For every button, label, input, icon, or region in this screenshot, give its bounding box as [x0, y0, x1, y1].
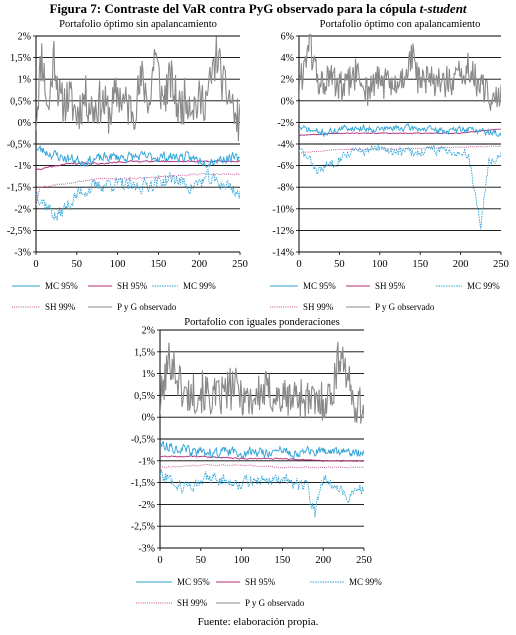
- y-tick-label: -3%: [14, 248, 31, 259]
- x-tick-label: 50: [72, 259, 83, 270]
- legend-label-mc99: MC 99%: [467, 281, 500, 291]
- y-tick-label: -12%: [272, 226, 294, 237]
- x-tick-label: 250: [232, 259, 248, 270]
- figure-title: Figura 7: Contraste del VaR contra PyG o…: [0, 1, 516, 17]
- legend: MC 95% SH 95% MC 99% SH 99% P y G observado: [136, 577, 382, 608]
- x-tick-label: 250: [356, 555, 372, 566]
- series-pyg: [299, 34, 501, 111]
- y-tick-label: 2%: [142, 326, 155, 337]
- figure-source: Fuente: elaboración propia.: [197, 616, 319, 628]
- y-tick-label: -14%: [272, 248, 294, 259]
- series-pyg: [36, 36, 240, 142]
- series-sh95: [299, 128, 501, 136]
- x-tick-label: 0: [33, 259, 38, 270]
- chart-title: Portafolio óptimo con apalancamiento: [320, 19, 481, 30]
- x-tick-label: 100: [234, 555, 250, 566]
- y-tick-label: -6%: [277, 161, 294, 172]
- y-tick-label: 0,5%: [10, 96, 31, 107]
- legend-label-mc95: MC 95%: [177, 577, 210, 587]
- y-tick-label: 6%: [281, 32, 294, 43]
- chart-sin-apalancamiento: Portafolio óptimo sin apalancamiento -3% -…: [7, 19, 248, 312]
- chart-title: Portafolio con iguales ponderaciones: [184, 317, 339, 328]
- figure-title-italic: t-student: [419, 1, 467, 16]
- chart-iguales-ponderaciones: Portafolio con iguales ponderaciones -3% -…: [131, 317, 382, 608]
- x-tick-label: 50: [334, 259, 345, 270]
- y-tick-label: -1%: [14, 161, 31, 172]
- x-tick-label: 150: [151, 259, 167, 270]
- x-tick-label: 100: [110, 259, 126, 270]
- legend-label-sh99: SH 99%: [45, 302, 76, 312]
- legend-label-pyg: P y G observado: [375, 302, 435, 312]
- x-tick-label: 0: [157, 555, 162, 566]
- y-tick-label: 0%: [281, 96, 294, 107]
- y-tick-label: 1,5%: [134, 347, 155, 358]
- series-sh99: [160, 464, 364, 469]
- y-tick-label: -1%: [138, 456, 155, 467]
- y-tick-label: 1,5%: [10, 53, 31, 64]
- y-tick-label: -10%: [272, 204, 294, 215]
- legend-label-mc99: MC 99%: [349, 577, 382, 587]
- series-mc95: [160, 440, 364, 460]
- y-tick-label: -4%: [277, 140, 294, 151]
- y-tick-label: 2%: [281, 75, 294, 86]
- legend-label-pyg: P y G observado: [245, 598, 305, 608]
- legend-label-sh95: SH 95%: [117, 281, 148, 291]
- figure-title-main: Figura 7: Contraste del VaR contra PyG o…: [49, 1, 420, 16]
- legend-label-sh95: SH 95%: [245, 577, 276, 587]
- y-tick-label: -2%: [277, 118, 294, 129]
- x-tick-label: 150: [275, 555, 291, 566]
- series-mc95: [299, 122, 501, 138]
- legend: MC 95% SH 95% MC 99% SH 99% P y G observado: [12, 281, 216, 312]
- series-mc99: [36, 169, 240, 221]
- x-tick-label: 250: [493, 259, 509, 270]
- y-tick-label: -2,5%: [7, 226, 31, 237]
- y-tick-label: -2%: [14, 204, 31, 215]
- legend: MC 95% SH 95% MC 99% SH 99% P y G observado: [270, 281, 500, 312]
- series-sh95: [36, 159, 240, 171]
- legend-label-sh99: SH 99%: [177, 598, 208, 608]
- y-tick-label: -2,5%: [131, 522, 155, 533]
- x-tick-label: 200: [315, 555, 331, 566]
- chart-title: Portafolio óptimo sin apalancamiento: [59, 19, 217, 30]
- x-tick-label: 200: [453, 259, 469, 270]
- legend-label-mc95: MC 95%: [303, 281, 336, 291]
- legend-label-sh99: SH 99%: [303, 302, 334, 312]
- y-tick-label: -0,5%: [7, 140, 31, 151]
- y-tick-label: 4%: [281, 53, 294, 64]
- y-tick-label: 0%: [142, 413, 155, 424]
- series-sh99: [36, 172, 240, 205]
- chart-con-apalancamiento: Portafolio óptimo con apalancamiento -14%…: [270, 19, 509, 312]
- x-tick-label: 150: [412, 259, 428, 270]
- series-sh95: [160, 455, 364, 463]
- y-tick-label: -8%: [277, 183, 294, 194]
- x-tick-label: 0: [296, 259, 301, 270]
- series-pyg: [160, 342, 364, 424]
- y-tick-label: -1,5%: [131, 478, 155, 489]
- x-tick-label: 100: [372, 259, 388, 270]
- x-tick-label: 200: [191, 259, 207, 270]
- y-tick-label: -3%: [138, 544, 155, 555]
- legend-label-mc95: MC 95%: [45, 281, 78, 291]
- y-tick-label: -2%: [138, 500, 155, 511]
- x-tick-label: 50: [196, 555, 207, 566]
- y-tick-label: 0,5%: [134, 391, 155, 402]
- y-tick-label: -1,5%: [7, 183, 31, 194]
- y-tick-label: 1%: [142, 369, 155, 380]
- y-tick-label: 2%: [18, 32, 31, 43]
- y-tick-label: 1%: [18, 75, 31, 86]
- series-mc99: [160, 469, 364, 518]
- series-mc99: [299, 143, 501, 230]
- series-mc95: [36, 144, 240, 168]
- legend-label-sh95: SH 95%: [375, 281, 406, 291]
- legend-label-pyg: P y G observado: [117, 302, 177, 312]
- legend-label-mc99: MC 99%: [183, 281, 216, 291]
- y-tick-label: -0,5%: [131, 435, 155, 446]
- y-tick-label: 0%: [18, 118, 31, 129]
